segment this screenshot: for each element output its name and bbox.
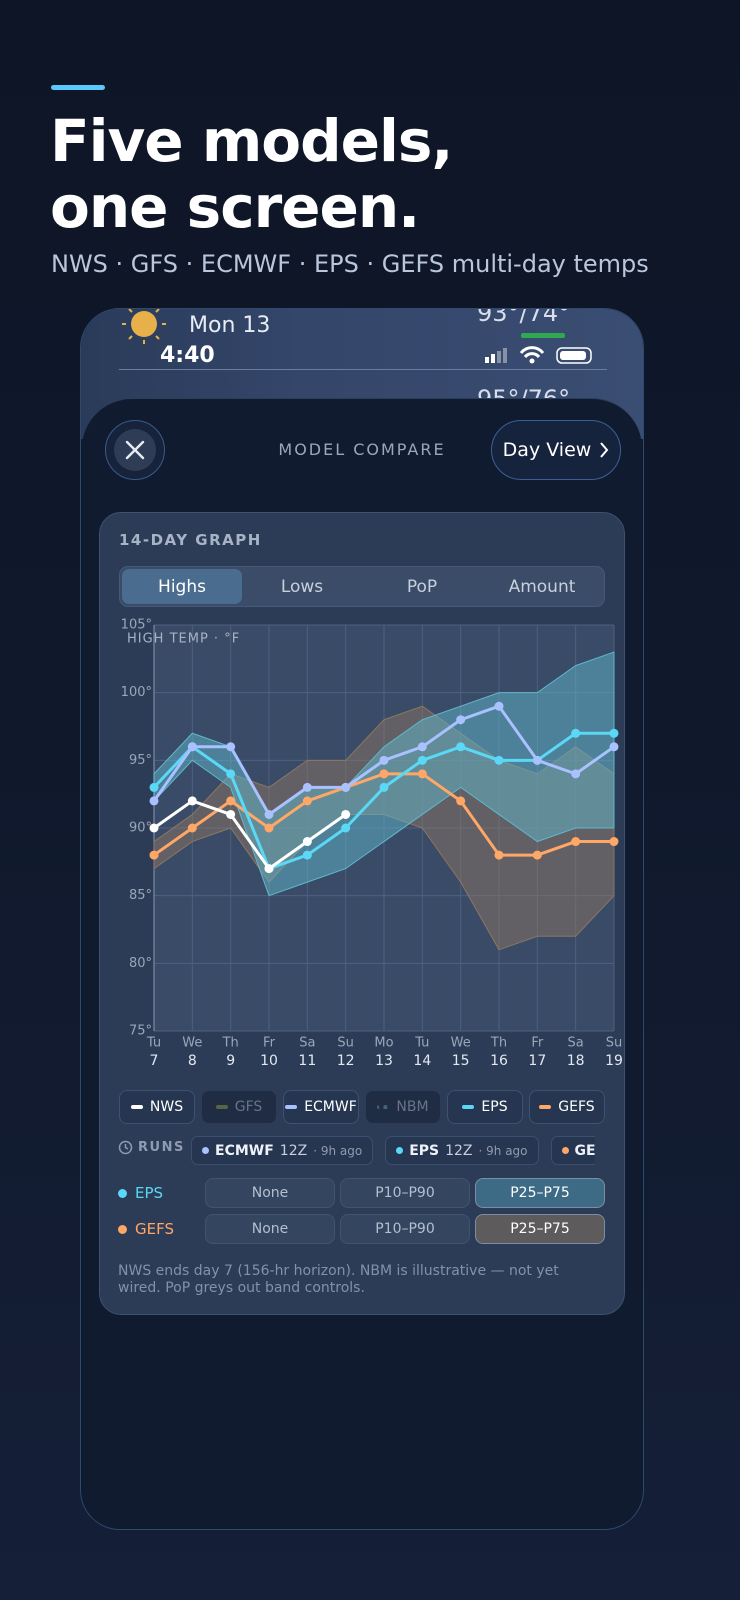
legend-swatch — [377, 1105, 390, 1109]
legend-label: NBM — [396, 1099, 429, 1115]
band-option[interactable]: None — [205, 1214, 335, 1244]
sun-icon — [122, 309, 166, 344]
band-row-label: GEFS — [118, 1214, 174, 1244]
band-option[interactable]: P25–P75 — [475, 1178, 605, 1208]
close-button[interactable] — [105, 420, 165, 480]
legend-swatch — [285, 1105, 298, 1109]
legend-label: GFS — [234, 1099, 263, 1115]
run-model: GEFS — [574, 1142, 595, 1159]
tab[interactable]: PoP — [406, 576, 438, 597]
legend-label: GEFS — [558, 1099, 595, 1115]
day-view-label: Day View — [502, 439, 592, 461]
tab[interactable]: Highs — [122, 569, 242, 604]
subtitle: NWS · GFS · ECMWF · EPS · GEFS multi-day… — [51, 250, 649, 278]
legend-chip[interactable]: GEFS — [529, 1090, 605, 1124]
tab[interactable]: Lows — [280, 576, 324, 597]
legend-swatch — [130, 1105, 143, 1109]
day-view-button[interactable]: Day View — [491, 420, 621, 480]
run-dot — [396, 1147, 404, 1154]
band-option[interactable]: P10–P90 — [340, 1214, 470, 1244]
divider — [119, 369, 607, 370]
run-model: ECMWF — [215, 1142, 274, 1159]
band-dot — [118, 1224, 127, 1234]
legend-chip[interactable]: NBM — [365, 1090, 441, 1124]
footnote: NWS ends day 7 (156-hr horizon). NBM is … — [118, 1263, 559, 1296]
run-age: · 9h ago — [478, 1143, 528, 1158]
legend-label: NWS — [149, 1099, 184, 1115]
clock: 4:40 — [160, 343, 215, 368]
chevron — [600, 442, 609, 458]
status-icons — [485, 346, 592, 364]
legend-label: EPS — [481, 1099, 508, 1115]
runs-text: RUNS — [138, 1140, 185, 1155]
headline: Five models, one screen. — [50, 107, 453, 241]
band-model: GEFS — [135, 1220, 174, 1238]
band-row-label: EPS — [118, 1178, 163, 1208]
headline-line: one screen. — [50, 173, 420, 241]
temps: 93°/74° — [477, 308, 571, 327]
run-chip: EPS 12Z · 9h ago — [385, 1136, 539, 1165]
legend-swatch — [462, 1105, 475, 1109]
headline-line: Five models, — [50, 107, 453, 175]
close-icon — [114, 429, 156, 471]
band-option[interactable]: P10–P90 — [340, 1178, 470, 1208]
legend-label: ECMWF — [304, 1099, 357, 1115]
legend-swatch — [539, 1105, 552, 1109]
runs-row: ECMWF 12Z · 9h ago EPS 12Z · 9h ago GEFS — [191, 1136, 595, 1165]
band-option[interactable]: None — [205, 1178, 335, 1208]
band-option[interactable]: P25–P75 — [475, 1214, 605, 1244]
card-title: 14-DAY GRAPH — [119, 531, 262, 549]
bar — [521, 333, 565, 338]
legend-chip[interactable]: ECMWF — [283, 1090, 359, 1124]
day-label: Mon 13 — [189, 313, 271, 338]
accent-bar — [51, 85, 105, 90]
legend-chip[interactable]: NWS — [119, 1090, 195, 1124]
sheet-title: MODEL COMPARE — [278, 440, 446, 459]
band-model: EPS — [135, 1184, 164, 1202]
run-dot — [561, 1147, 569, 1154]
clock-icon — [118, 1140, 133, 1155]
tab-bar: Highs Lows PoP Amount — [119, 566, 605, 607]
run-time: 12Z — [445, 1142, 473, 1159]
run-time: 12Z — [279, 1142, 308, 1159]
runs-label: RUNS — [118, 1140, 185, 1155]
band-dot — [118, 1188, 127, 1198]
legend-swatch — [215, 1105, 228, 1109]
run-dot — [202, 1147, 209, 1154]
run-chip: ECMWF 12Z · 9h ago — [191, 1136, 374, 1165]
run-model: EPS — [409, 1142, 440, 1159]
run-age: · 9h ago — [313, 1143, 363, 1158]
legend-chip[interactable]: GFS — [201, 1090, 277, 1124]
run-chip: GEFS — [550, 1136, 595, 1165]
legend-chip[interactable]: EPS — [447, 1090, 523, 1124]
tab[interactable]: Amount — [508, 576, 576, 597]
